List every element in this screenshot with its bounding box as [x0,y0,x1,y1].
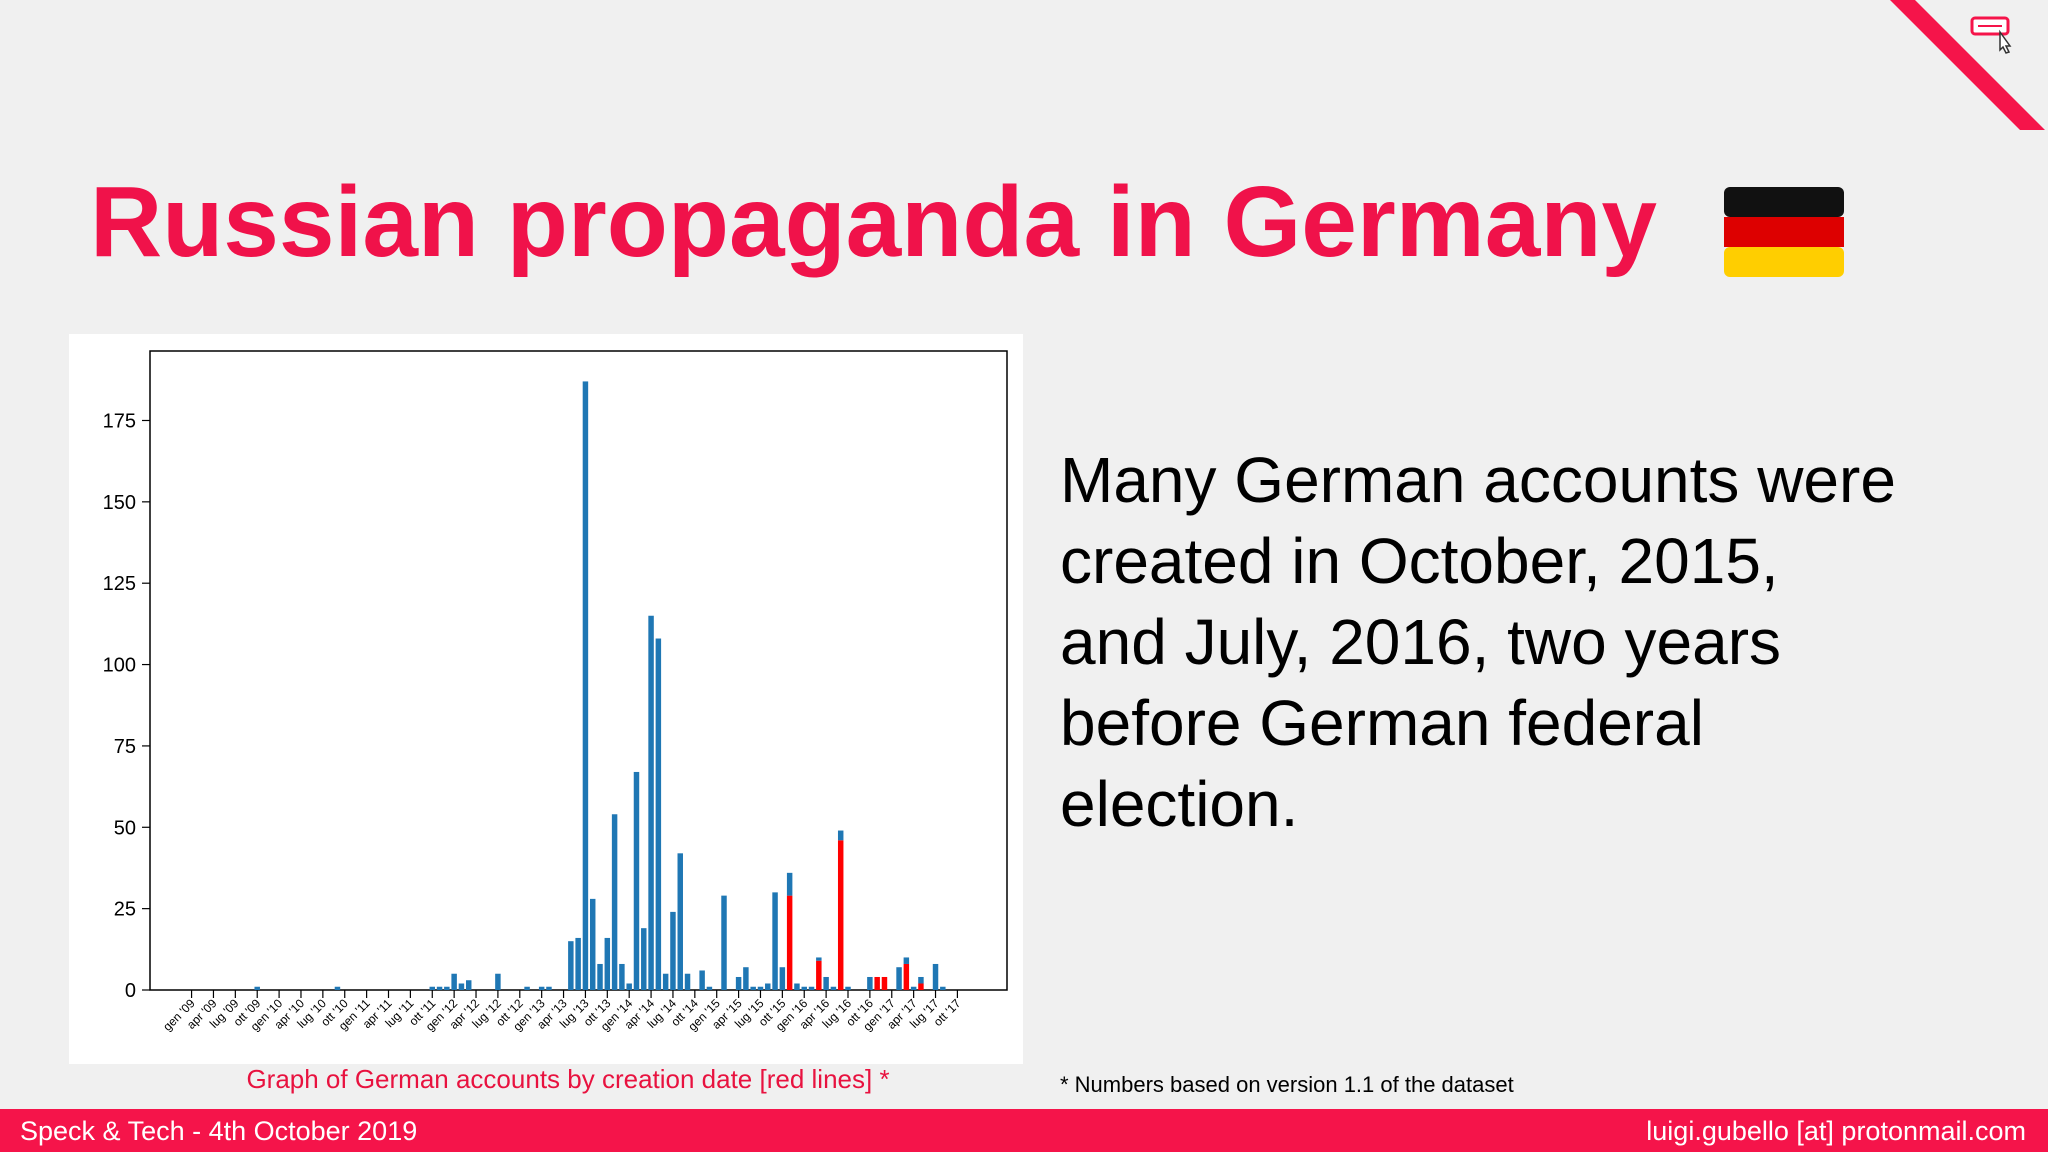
bar [495,973,501,990]
body-text: Many German accounts were created in Octo… [1060,440,1896,845]
bar [816,957,822,961]
bar [845,986,851,990]
slide-title: Russian propaganda in Germany [90,166,1658,278]
bar [757,986,764,990]
y-tick-label: 25 [114,899,136,921]
bar [582,381,589,990]
bar [918,976,924,984]
bar [706,986,713,990]
bar [721,895,727,990]
bar [837,840,844,990]
bar [444,986,450,990]
bar [910,986,917,990]
bar [743,967,749,990]
bar [677,853,683,990]
bar [837,830,844,841]
y-tick-label: 0 [125,980,136,1002]
logo-icon [1970,16,2012,54]
bar [575,937,581,990]
bar [619,963,625,990]
corner-decoration [1890,0,2045,130]
footer-bar: Speck & Tech - 4th October 2019 luigi.gu… [0,1109,2048,1152]
bar [940,986,946,990]
y-tick-label: 75 [114,736,136,758]
bar [699,970,705,990]
body-line: created in October, 2015, [1060,525,1779,597]
y-tick-label: 125 [103,573,136,595]
bar [816,960,822,990]
body-line: election. [1060,768,1299,840]
y-tick-label: 50 [114,817,136,839]
german-flag [1724,187,1844,277]
bar [436,986,443,990]
bar [867,976,873,990]
bar [750,986,756,990]
bar [568,941,574,990]
bar [648,615,654,990]
bar [918,983,924,990]
bar [662,973,669,990]
bar [779,967,786,990]
body-line: Many German accounts were [1060,444,1896,516]
bar [786,895,793,990]
y-tick-label: 150 [103,492,136,514]
footnote: * Numbers based on version 1.1 of the da… [1060,1072,1514,1097]
bar [735,976,742,990]
bar [765,983,771,990]
y-tick-label: 100 [103,655,136,677]
bar [458,983,465,990]
bar [429,986,435,990]
footer-left: Speck & Tech - 4th October 2019 [20,1116,418,1146]
body-line: and July, 2016, two years [1060,606,1781,678]
bar [823,976,829,990]
bar [641,928,647,990]
bar [633,771,640,990]
body-line: before German federal [1060,687,1704,759]
bar [801,986,807,990]
bar [786,872,793,896]
bar [684,973,691,990]
bar [546,986,552,990]
bar [524,986,530,990]
corner-stripe [1890,0,2045,130]
bar [655,638,662,990]
y-tick-label: 175 [103,410,136,432]
bar [881,976,888,990]
bar [794,983,800,990]
bar [903,963,910,990]
bar [626,983,632,990]
chart-caption: Graph of German accounts by creation dat… [246,1064,889,1094]
bar [334,986,341,990]
bar [611,814,618,990]
bar [254,986,260,990]
bar [932,963,939,990]
bar [604,937,611,990]
bar [670,911,676,990]
chart-background [69,334,1023,1064]
bar [903,957,910,964]
bar [830,986,837,990]
bar [808,986,815,990]
bar [597,963,603,990]
bar [772,892,778,990]
chart: Graph of German accounts by creation dat… [69,334,1023,1094]
bar [896,967,902,990]
bar [538,986,545,990]
bar [589,898,596,990]
footer-right: luigi.gubello [at] protonmail.com [1646,1116,2026,1146]
bar [465,980,472,990]
bar [451,973,457,990]
bar [874,976,880,990]
